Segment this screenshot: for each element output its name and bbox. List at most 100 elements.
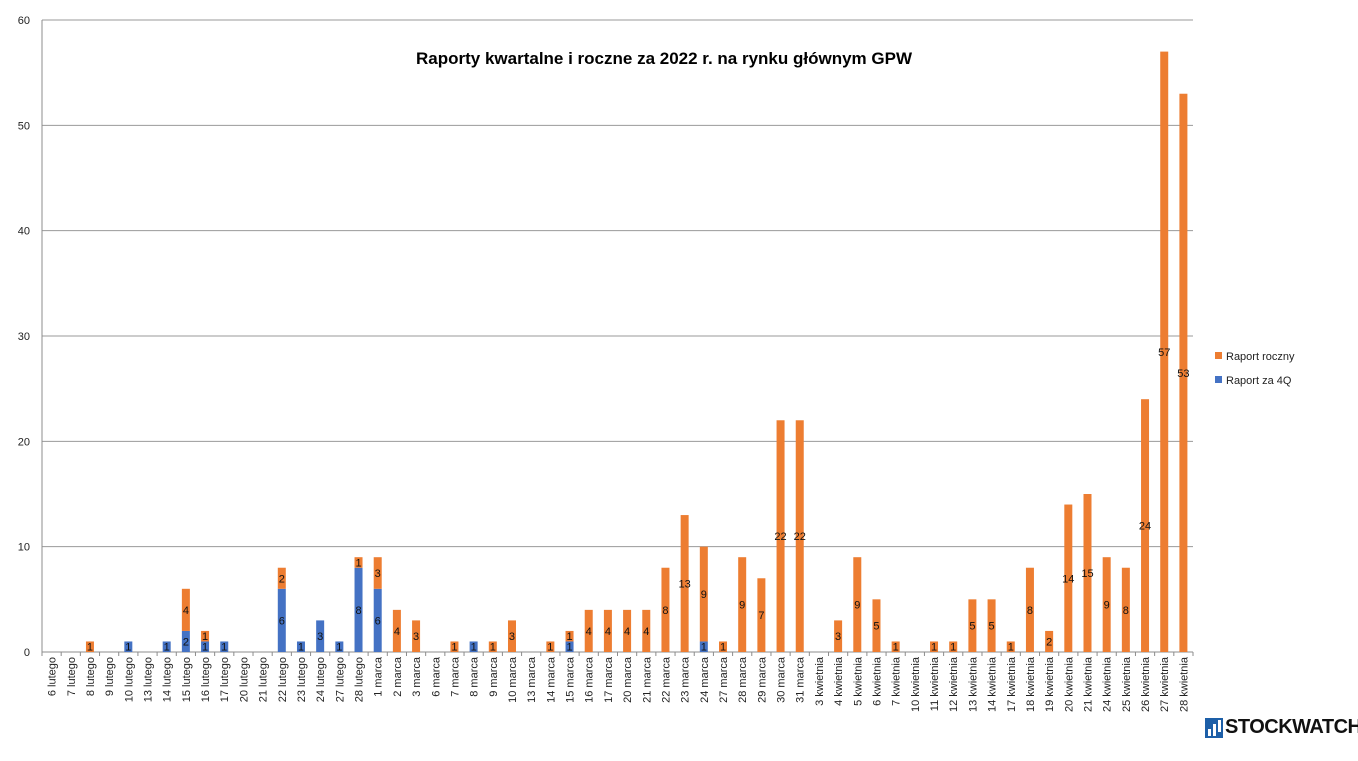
gridlines bbox=[41, 19, 1193, 653]
x-tick-label: 23 marca bbox=[680, 656, 692, 703]
y-tick-label: 20 bbox=[18, 436, 30, 448]
bar-segment bbox=[872, 599, 881, 652]
bar-segment bbox=[834, 620, 843, 652]
y-tick-label: 50 bbox=[18, 120, 30, 132]
x-tick-label: 20 lutego bbox=[238, 657, 250, 702]
data-label: 2 bbox=[279, 573, 285, 585]
data-label: 9 bbox=[701, 589, 707, 601]
data-label: 2 bbox=[1046, 636, 1052, 648]
data-label: 2 bbox=[183, 636, 189, 648]
bar-segment bbox=[661, 567, 670, 652]
x-tick-label: 16 marca bbox=[584, 656, 596, 703]
bar-segment bbox=[1179, 93, 1188, 652]
bar-segment bbox=[220, 641, 229, 652]
x-tick-label: 28 lutego bbox=[354, 657, 366, 702]
x-tick-label: 3 kwietnia bbox=[814, 656, 826, 706]
x-tick-label: 17 marca bbox=[603, 656, 615, 703]
bar-segment bbox=[546, 641, 555, 652]
bar-chart-logo-icon bbox=[1205, 717, 1223, 738]
data-label: 6 bbox=[375, 615, 381, 627]
x-tick-label: 15 lutego bbox=[181, 657, 193, 702]
legend-label: Raport roczny bbox=[1226, 351, 1295, 363]
data-label: 1 bbox=[1008, 642, 1014, 654]
legend-swatch bbox=[1215, 352, 1222, 359]
data-label: 1 bbox=[164, 642, 170, 654]
data-label: 1 bbox=[566, 642, 572, 654]
bar-segment bbox=[469, 641, 478, 652]
x-tick-label: 12 kwietnia bbox=[948, 656, 960, 712]
y-tick-label: 60 bbox=[18, 15, 30, 27]
x-tick-label: 22 lutego bbox=[277, 657, 289, 702]
bar-segment bbox=[1121, 567, 1130, 652]
x-tick-label: 9 marca bbox=[488, 656, 500, 697]
bars bbox=[85, 51, 1188, 653]
x-tick-label: 22 marca bbox=[660, 656, 672, 703]
x-tick-label: 13 marca bbox=[526, 656, 538, 703]
data-label: 5 bbox=[873, 621, 879, 633]
x-tick-label: 27 marca bbox=[718, 656, 730, 703]
x-tick-label: 25 kwietnia bbox=[1121, 656, 1133, 712]
x-tick-label: 3 marca bbox=[411, 656, 423, 697]
x-tick-label: 1 marca bbox=[373, 656, 385, 697]
data-label: 1 bbox=[125, 642, 131, 654]
bar-segment bbox=[162, 641, 171, 652]
legend-label: Raport za 4Q bbox=[1226, 375, 1292, 387]
data-label: 1 bbox=[701, 642, 707, 654]
x-tick-label: 27 kwietnia bbox=[1159, 656, 1171, 712]
bar-segment bbox=[584, 609, 593, 652]
data-label: 22 bbox=[794, 531, 806, 543]
data-label: 4 bbox=[183, 605, 189, 617]
bar-segment bbox=[623, 609, 632, 652]
data-label: 1 bbox=[931, 642, 937, 654]
x-tick-label: 23 lutego bbox=[296, 657, 308, 702]
data-label: 4 bbox=[643, 626, 649, 638]
legend: Raport roczny Raport za 4Q bbox=[1215, 351, 1295, 387]
bar-segment bbox=[392, 609, 401, 652]
data-label: 8 bbox=[1123, 605, 1129, 617]
data-label: 6 bbox=[279, 615, 285, 627]
bar-segment bbox=[565, 630, 574, 642]
x-tick-label: 27 lutego bbox=[334, 657, 346, 702]
x-tick-label: 6 kwietnia bbox=[871, 656, 883, 706]
y-tick-label: 30 bbox=[18, 331, 30, 343]
data-label: 8 bbox=[662, 605, 668, 617]
data-label: 3 bbox=[835, 631, 841, 643]
x-tick-label: 6 lutego bbox=[47, 657, 59, 696]
bar-segment bbox=[1025, 567, 1034, 652]
bar-segment bbox=[853, 557, 862, 652]
bar-segment bbox=[1102, 557, 1111, 652]
bar-segment bbox=[85, 641, 94, 652]
x-tick-label: 20 kwietnia bbox=[1063, 656, 1075, 712]
data-label: 1 bbox=[221, 642, 227, 654]
x-tick-label: 24 lutego bbox=[315, 657, 327, 702]
x-tick-label: 28 marca bbox=[737, 656, 749, 703]
data-label: 1 bbox=[720, 642, 726, 654]
x-tick-label: 21 kwietnia bbox=[1082, 656, 1094, 712]
data-label: 1 bbox=[336, 642, 342, 654]
data-label: 3 bbox=[317, 631, 323, 643]
bar-segment bbox=[354, 567, 363, 652]
bar-segment bbox=[1141, 399, 1150, 652]
bar-segment bbox=[968, 599, 977, 652]
data-label: 3 bbox=[509, 631, 515, 643]
x-tick-label: 4 kwietnia bbox=[833, 656, 845, 706]
data-label: 4 bbox=[624, 626, 630, 638]
x-tick-label: 13 lutego bbox=[143, 657, 155, 702]
bar-segment bbox=[565, 641, 574, 652]
bar-segment bbox=[603, 609, 612, 652]
data-label: 3 bbox=[413, 631, 419, 643]
data-label: 4 bbox=[605, 626, 611, 638]
bar-segment bbox=[201, 630, 210, 642]
data-label: 1 bbox=[490, 642, 496, 654]
x-tick-label: 18 kwietnia bbox=[1025, 656, 1037, 712]
x-tick-label: 5 kwietnia bbox=[852, 656, 864, 706]
chart-title: Raporty kwartalne i roczne za 2022 r. na… bbox=[416, 49, 913, 68]
data-label: 53 bbox=[1177, 368, 1189, 380]
x-tick-label: 14 kwietnia bbox=[987, 656, 999, 712]
data-label: 9 bbox=[1104, 600, 1110, 612]
data-label: 8 bbox=[355, 605, 361, 617]
data-label: 24 bbox=[1139, 521, 1151, 533]
bar-segment bbox=[699, 546, 708, 642]
x-tick-label: 26 kwietnia bbox=[1140, 656, 1152, 712]
